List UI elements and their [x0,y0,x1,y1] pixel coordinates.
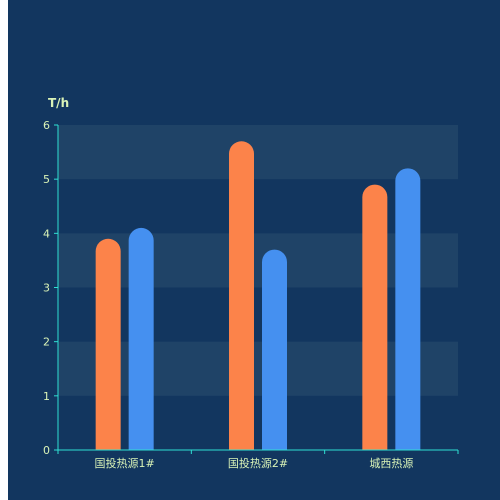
chart-panel: 0 1 2 3 4 5 6 国投热源1# 国投热源2# 城西热源 T/h [8,0,500,500]
x-category-label: 城西热源 [369,456,413,470]
x-category-label: 国投热源1# [95,456,155,470]
grid-bands [58,125,458,396]
grid-band [58,341,458,396]
bar-series-2 [395,168,421,451]
y-tick-label: 5 [43,173,50,186]
bar-series-2 [128,227,154,450]
bar-series-1 [229,141,254,450]
grid-band [58,233,458,288]
bar-series-2 [262,249,287,450]
x-category-label: 国投热源2# [228,456,288,470]
y-tick-label: 3 [43,282,50,295]
y-tick-label: 4 [43,227,50,240]
y-tick-label: 6 [43,119,50,132]
bar-chart: 0 1 2 3 4 5 6 国投热源1# 国投热源2# 城西热源 T/h [43,96,459,470]
y-tick-label: 0 [43,444,50,457]
x-axis: 国投热源1# 国投热源2# 城西热源 [57,449,459,470]
y-tick-label: 1 [43,390,50,403]
y-axis: 0 1 2 3 4 5 6 [43,119,59,457]
bar-series-1 [95,238,121,450]
bar-series-1 [362,184,388,450]
bars [95,141,421,451]
y-tick-label: 2 [43,336,50,349]
grid-band [58,125,458,180]
y-axis-unit-label: T/h [48,96,69,110]
